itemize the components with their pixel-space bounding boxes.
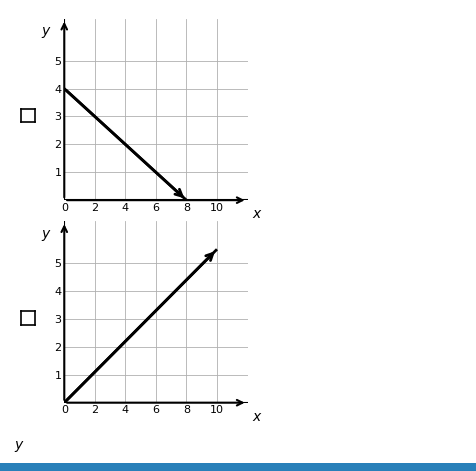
Text: x: x xyxy=(252,410,260,423)
Text: x: x xyxy=(252,207,260,221)
Text: y: y xyxy=(14,438,22,452)
Text: y: y xyxy=(42,24,50,39)
Text: y: y xyxy=(42,227,50,241)
